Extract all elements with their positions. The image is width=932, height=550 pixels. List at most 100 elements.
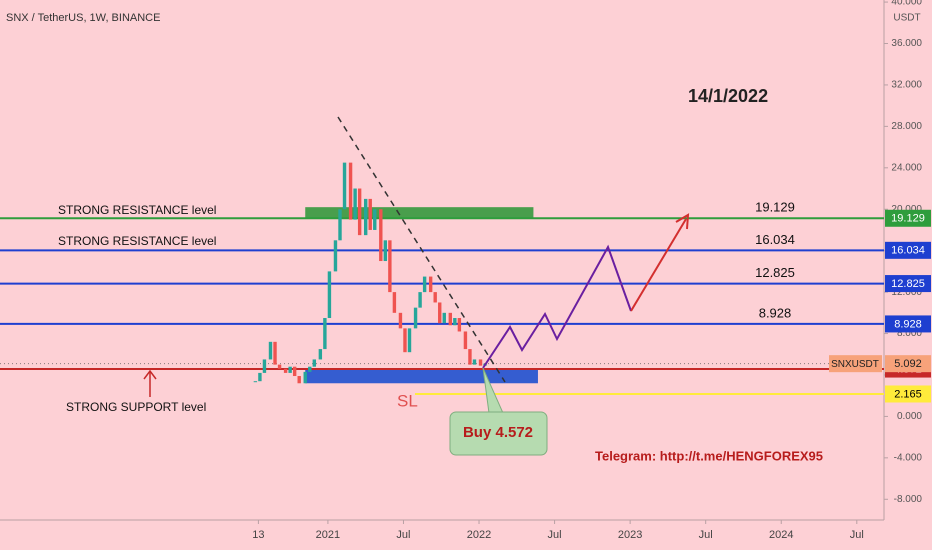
price-label-bg bbox=[885, 241, 931, 259]
price-label-bg bbox=[885, 209, 931, 227]
candle-body bbox=[413, 307, 418, 329]
axis-unit: USDT bbox=[893, 13, 920, 24]
symbol-tag-bg bbox=[829, 355, 882, 373]
level-text: 12.825 bbox=[755, 265, 795, 280]
candle-body bbox=[258, 372, 262, 382]
level-text: 8.928 bbox=[759, 305, 792, 320]
x-tick-label: 2024 bbox=[769, 529, 793, 541]
candle-body bbox=[312, 359, 317, 367]
candle-body bbox=[353, 188, 357, 220]
x-tick-label: Jul bbox=[850, 529, 864, 541]
price-label: 19.129 bbox=[891, 213, 925, 225]
candle-body bbox=[368, 198, 372, 230]
candle-body bbox=[323, 318, 327, 350]
level-text: 19.129 bbox=[755, 200, 795, 215]
price-label: 16.034 bbox=[891, 245, 925, 257]
candle-body bbox=[407, 328, 412, 353]
price-label-bg bbox=[885, 275, 931, 293]
candle-body bbox=[428, 276, 433, 293]
candle-body bbox=[363, 198, 368, 236]
y-tick-label: 36.000 bbox=[891, 38, 922, 49]
y-tick-label: 40.000 bbox=[891, 0, 922, 8]
projection-arrowhead bbox=[675, 213, 690, 230]
candle-body bbox=[418, 292, 422, 308]
x-tick-label: 2023 bbox=[618, 529, 642, 541]
buy-box bbox=[449, 411, 548, 456]
x-tick-label: 13 bbox=[252, 529, 264, 541]
last-price-bg bbox=[885, 355, 931, 373]
chart-title: SNX / TetherUS, 1W, BINANCE bbox=[6, 12, 160, 24]
candle-body bbox=[388, 240, 392, 293]
candle-body bbox=[438, 302, 442, 324]
x-tick-label: Jul bbox=[699, 529, 713, 541]
candle-body bbox=[433, 292, 437, 303]
symbol-tag: SNXUSDT bbox=[831, 359, 879, 370]
candle-body bbox=[338, 209, 342, 241]
candle-body bbox=[283, 368, 288, 373]
y-tick-label: 24.000 bbox=[891, 162, 922, 173]
candle-body bbox=[357, 188, 362, 236]
candle-body bbox=[373, 209, 377, 230]
candle-body bbox=[277, 364, 282, 369]
candle-body bbox=[457, 318, 462, 332]
candle-body bbox=[392, 292, 397, 313]
x-tick-label: 2021 bbox=[316, 529, 340, 541]
price-label-bg bbox=[885, 315, 931, 333]
candle-body bbox=[348, 162, 353, 220]
candle-body bbox=[472, 359, 477, 365]
resistance-text: STRONG RESISTANCE level bbox=[58, 203, 216, 217]
zone bbox=[305, 207, 534, 218]
resistance-text: STRONG RESISTANCE level bbox=[58, 234, 216, 248]
candle-body bbox=[253, 381, 258, 383]
support-text: STRONG SUPPORT level bbox=[66, 400, 206, 414]
buy-label: Buy 4.572 bbox=[463, 424, 533, 441]
y-tick-label: -4.000 bbox=[894, 452, 923, 463]
candle-body bbox=[303, 371, 307, 384]
candle-body bbox=[262, 359, 267, 373]
candle-body bbox=[273, 341, 277, 365]
candle-body bbox=[297, 376, 301, 384]
y-tick-label: 12.000 bbox=[891, 287, 922, 298]
last-price-label: 5.092 bbox=[894, 358, 922, 370]
candle-body bbox=[448, 312, 453, 326]
zone bbox=[305, 369, 538, 384]
candle-body bbox=[383, 240, 388, 262]
date-annotation: 14/1/2022 bbox=[688, 86, 768, 106]
candle-body bbox=[342, 162, 347, 210]
candle-body bbox=[468, 349, 472, 365]
candle-body bbox=[398, 312, 403, 329]
candle-body bbox=[292, 366, 297, 377]
price-label: 8.928 bbox=[894, 318, 922, 330]
trend-line bbox=[337, 116, 506, 383]
y-tick-label: 8.000 bbox=[897, 328, 922, 339]
candle-body bbox=[327, 271, 332, 319]
y-tick-label: 28.000 bbox=[891, 121, 922, 132]
y-tick-label: -8.000 bbox=[894, 494, 923, 505]
price-axis bbox=[884, 0, 932, 550]
candle-body bbox=[379, 209, 383, 262]
level-text: 16.034 bbox=[755, 232, 795, 247]
candle-body bbox=[333, 240, 338, 272]
y-tick-label: 32.000 bbox=[891, 80, 922, 91]
support-arrowhead bbox=[143, 369, 157, 380]
candle-body bbox=[422, 276, 427, 293]
price-label-bg bbox=[885, 385, 931, 403]
projection-path bbox=[482, 244, 632, 369]
candle-body bbox=[268, 341, 273, 360]
candle-body bbox=[453, 318, 457, 326]
telegram-text: Telegram: http://t.me/HENGFOREX95 bbox=[595, 448, 823, 463]
sl-text: SL bbox=[397, 391, 418, 410]
candle-body bbox=[308, 366, 312, 372]
candle-body bbox=[463, 331, 468, 350]
y-tick-label: 0.000 bbox=[897, 411, 922, 422]
x-tick-label: Jul bbox=[548, 529, 562, 541]
candle-body bbox=[318, 349, 323, 360]
candle-body bbox=[403, 328, 407, 353]
candle-body bbox=[478, 359, 483, 366]
price-label: 12.825 bbox=[891, 278, 925, 290]
y-tick-label: 20.000 bbox=[891, 204, 922, 215]
x-tick-label: 2022 bbox=[467, 529, 491, 541]
candle-body bbox=[442, 312, 446, 324]
